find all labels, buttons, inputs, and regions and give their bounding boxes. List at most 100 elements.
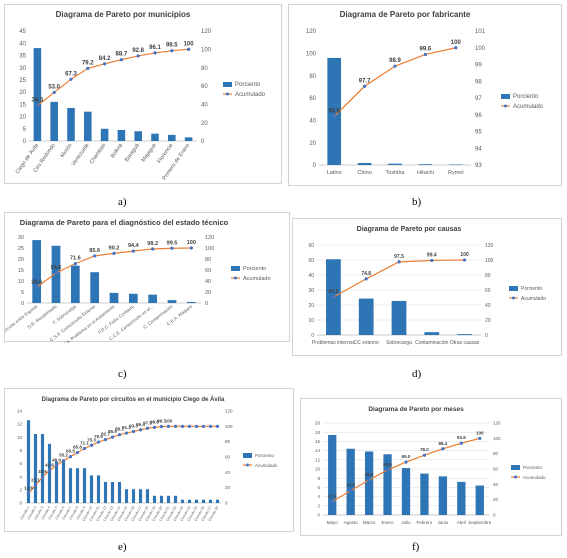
bar: [138, 489, 143, 503]
bar: [61, 461, 66, 503]
chart-title: Diagrama de Pareto por meses: [368, 406, 464, 413]
x-tick-label: Junio: [438, 520, 449, 525]
bar: [186, 301, 196, 303]
data-label: 45.6: [365, 472, 374, 477]
y-tick-label: 10: [19, 115, 26, 121]
data-label: 100: [187, 240, 196, 246]
panel-label-f: f): [412, 541, 420, 553]
x-tick-label: Febrero: [417, 520, 433, 525]
cumulative-point: [397, 260, 401, 264]
y-tick-label: 60: [309, 96, 316, 102]
y2-tick-label: 40: [485, 303, 491, 309]
cumulative-point: [422, 453, 427, 457]
cumulative-point: [170, 49, 174, 53]
data-label: 78.0: [420, 447, 429, 452]
bar: [475, 485, 484, 515]
bar: [47, 443, 52, 503]
cumulative-point: [61, 459, 66, 463]
data-label: 98.2: [147, 241, 158, 247]
data-label: 94.4: [128, 243, 140, 249]
y2-tick-label: 99: [475, 63, 482, 69]
chart-panel-f: Diagrama de Pareto por meses 0 2 4 6 8 10 12 14 1…: [300, 398, 562, 536]
y-tick-label: 6: [317, 485, 320, 490]
cumulative-point: [145, 426, 150, 430]
y-tick-label: 5: [23, 127, 27, 133]
cumulative-point: [189, 246, 193, 250]
x-tick-label: Majagua: [141, 142, 159, 163]
bar: [124, 489, 129, 503]
bar: [364, 451, 374, 515]
y2-tick-label: 60: [201, 84, 208, 90]
chart-title: Diagrama de Pareto por causas: [357, 226, 462, 233]
cumulative-point: [138, 428, 143, 432]
legend-label: Acumulado: [513, 104, 544, 110]
bar: [168, 134, 176, 141]
chart-svg: Diagrama de Pareto para el diagnóstico d…: [5, 218, 271, 343]
y2-tick-label: 40: [493, 482, 499, 487]
bar: [151, 133, 159, 141]
x-tick-label: Circuito 12: [96, 505, 108, 522]
cumulative-point: [73, 262, 77, 266]
y2-tick-label: 60: [205, 268, 211, 274]
cumulative-point: [131, 249, 135, 253]
x-tick-label: Circuito 25: [187, 505, 199, 522]
x-tick-label: Marzo: [363, 520, 376, 525]
bar: [148, 294, 158, 303]
data-label: 100: [451, 40, 462, 46]
bar: [391, 300, 407, 335]
x-tick-label: Circuito 4: [41, 505, 52, 520]
x-tick-label: Morón: [60, 143, 74, 159]
data-label: 65.8: [73, 445, 82, 450]
y-tick-label: 100: [306, 51, 317, 57]
x-tick-label: Problemas internos: [312, 340, 356, 346]
chart-panel-c: Diagrama de Pareto para el diagnóstico d…: [4, 212, 290, 343]
x-tick-label: Julio: [401, 520, 411, 525]
data-label: 82.7: [101, 432, 110, 437]
y-tick-label: 15: [18, 268, 24, 274]
y-tick-label: 30: [19, 66, 26, 72]
x-tick-label: Chino: [357, 170, 371, 176]
data-label: 99.7: [157, 419, 166, 424]
cumulative-point: [180, 424, 185, 428]
y-tick-label: 80: [309, 74, 316, 80]
y2-tick-label: 0: [205, 301, 208, 307]
cumulative-point: [33, 483, 38, 487]
legend-label: Acumulado: [243, 276, 271, 282]
y2-tick-label: 95: [475, 130, 482, 136]
legend-swatch-marker: [512, 296, 515, 300]
x-tick-label: Circuito 11: [89, 505, 101, 521]
x-tick-label: Circuito 9: [76, 505, 87, 520]
x-tick-label: Circuito 2: [27, 505, 38, 520]
bar: [128, 293, 138, 303]
cumulative-point: [430, 258, 434, 263]
data-label: 85.6: [89, 248, 100, 254]
cumulative-point: [367, 478, 371, 482]
cumulative-point: [136, 54, 140, 58]
y-tick-label: 40: [308, 273, 314, 279]
x-tick-label: Latino: [327, 170, 342, 176]
y-tick-label: 10: [18, 279, 24, 285]
x-tick-label: Otras causas: [450, 340, 480, 346]
chart-title: Diagrama de Pareto por municipios: [56, 10, 191, 19]
cumulative-point: [89, 443, 94, 447]
cumulative-point: [93, 254, 97, 258]
legend-label: Porciento: [243, 266, 266, 272]
cumulative-point: [35, 104, 39, 108]
data-label: 12.6: [24, 485, 33, 490]
legend-swatch-bar: [511, 465, 520, 470]
x-tick-label: Circuito 21: [159, 505, 171, 522]
data-label: 100: [184, 41, 195, 47]
bar: [103, 481, 108, 503]
bar: [457, 481, 466, 515]
x-tick-label: Circuito 19: [145, 505, 157, 522]
chart-panel-d: Diagrama de Pareto por causas 0 10 20 30 40 50…: [292, 218, 562, 356]
y-tick-label: 10: [315, 467, 321, 472]
y-tick-label: 12: [315, 457, 321, 462]
bar: [166, 495, 171, 503]
y2-tick-label: 100: [493, 436, 501, 441]
cumulative-point: [131, 429, 136, 434]
x-tick-label: Circuito 18: [138, 505, 150, 522]
data-label: 93.3: [129, 423, 138, 428]
y2-tick-label: 120: [201, 29, 212, 35]
data-label: 95.9: [328, 108, 340, 114]
